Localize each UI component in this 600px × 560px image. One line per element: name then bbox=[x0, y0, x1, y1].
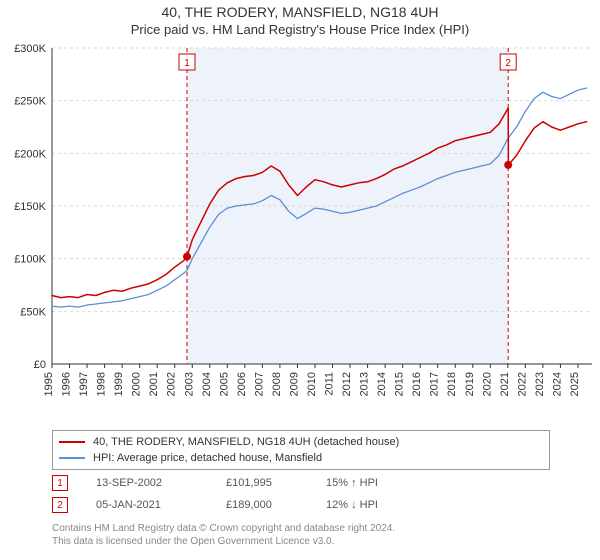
x-tick-label: 2023 bbox=[534, 372, 546, 396]
y-tick-label: £300K bbox=[14, 44, 46, 55]
footer-line1: Contains HM Land Registry data © Crown c… bbox=[52, 522, 550, 535]
sale-marker-num: 2 bbox=[505, 58, 511, 69]
x-tick-label: 2012 bbox=[341, 372, 353, 396]
sale-date: 05-JAN-2021 bbox=[96, 499, 226, 511]
x-tick-label: 2025 bbox=[569, 372, 581, 396]
x-tick-label: 2002 bbox=[166, 372, 178, 396]
legend-label: HPI: Average price, detached house, Mans… bbox=[93, 452, 322, 464]
x-tick-label: 1997 bbox=[78, 372, 90, 396]
x-tick-label: 2010 bbox=[306, 372, 318, 396]
sale-row: 2 05-JAN-2021£189,00012% ↓ HPI bbox=[52, 494, 550, 516]
x-tick-label: 2021 bbox=[499, 372, 511, 396]
y-tick-label: £100K bbox=[14, 254, 46, 266]
x-tick-label: 1996 bbox=[61, 372, 73, 396]
sale-diff: 15% ↑ HPI bbox=[326, 477, 436, 489]
legend-box: 40, THE RODERY, MANSFIELD, NG18 4UH (det… bbox=[52, 430, 550, 470]
x-tick-label: 2007 bbox=[253, 372, 265, 396]
x-tick-label: 2014 bbox=[376, 372, 388, 396]
x-tick-label: 2001 bbox=[148, 372, 160, 396]
x-tick-label: 1999 bbox=[113, 372, 125, 396]
y-tick-label: £150K bbox=[14, 201, 46, 213]
legend-swatch bbox=[59, 441, 85, 443]
y-tick-label: £250K bbox=[14, 96, 46, 108]
x-tick-label: 2022 bbox=[516, 372, 528, 396]
legend-row: 40, THE RODERY, MANSFIELD, NG18 4UH (det… bbox=[59, 434, 543, 450]
sale-row: 1 13-SEP-2002£101,99515% ↑ HPI bbox=[52, 472, 550, 494]
x-tick-label: 2006 bbox=[236, 372, 248, 396]
root-container: 40, THE RODERY, MANSFIELD, NG18 4UH Pric… bbox=[0, 0, 600, 560]
x-tick-label: 2013 bbox=[359, 372, 371, 396]
x-tick-label: 2016 bbox=[411, 372, 423, 396]
footer-line2: This data is licensed under the Open Gov… bbox=[52, 535, 550, 548]
sale-price: £189,000 bbox=[226, 499, 326, 511]
x-tick-label: 2015 bbox=[394, 372, 406, 396]
x-tick-label: 2008 bbox=[271, 372, 283, 396]
legend-label: 40, THE RODERY, MANSFIELD, NG18 4UH (det… bbox=[93, 436, 399, 448]
legend-row: HPI: Average price, detached house, Mans… bbox=[59, 450, 543, 466]
sale-marker: 2 bbox=[52, 497, 68, 513]
y-tick-label: £200K bbox=[14, 148, 46, 160]
footer-attribution: Contains HM Land Registry data © Crown c… bbox=[52, 522, 550, 548]
chart-svg: £0 £50K £100K £150K £200K £250K £300K 1995 1996 1… bbox=[0, 44, 600, 424]
x-tick-label: 2009 bbox=[288, 372, 300, 396]
y-tick-label: £0 bbox=[34, 359, 46, 371]
x-tick-label: 2018 bbox=[446, 372, 458, 396]
x-tick-label: 2019 bbox=[464, 372, 476, 396]
y-tick-label: £50K bbox=[20, 306, 46, 318]
chart-area: £0 £50K £100K £150K £200K £250K £300K 1995 1996 1… bbox=[0, 44, 600, 424]
title-subtitle: Price paid vs. HM Land Registry's House … bbox=[0, 22, 600, 37]
x-tick-label: 2005 bbox=[218, 372, 230, 396]
legend-swatch bbox=[59, 457, 85, 459]
sale-date: 13-SEP-2002 bbox=[96, 477, 226, 489]
x-tick-label: 2011 bbox=[324, 372, 336, 396]
x-tick-label: 1998 bbox=[96, 372, 108, 396]
x-tick-label: 2017 bbox=[429, 372, 441, 396]
x-tick-label: 2000 bbox=[131, 372, 143, 396]
sale-marker: 1 bbox=[52, 475, 68, 491]
sale-diff: 12% ↓ HPI bbox=[326, 499, 436, 511]
x-tick-label: 2020 bbox=[481, 372, 493, 396]
sale-marker-num: 1 bbox=[184, 58, 190, 69]
sale-price: £101,995 bbox=[226, 477, 326, 489]
x-tick-label: 2024 bbox=[551, 372, 563, 396]
x-tick-label: 1995 bbox=[43, 372, 55, 396]
x-tick-label: 2003 bbox=[183, 372, 195, 396]
title-address: 40, THE RODERY, MANSFIELD, NG18 4UH bbox=[0, 4, 600, 20]
chart-titles: 40, THE RODERY, MANSFIELD, NG18 4UH Pric… bbox=[0, 0, 600, 37]
sales-table: 1 13-SEP-2002£101,99515% ↑ HPI 2 05-JAN-202… bbox=[52, 472, 550, 516]
x-tick-label: 2004 bbox=[201, 372, 213, 396]
